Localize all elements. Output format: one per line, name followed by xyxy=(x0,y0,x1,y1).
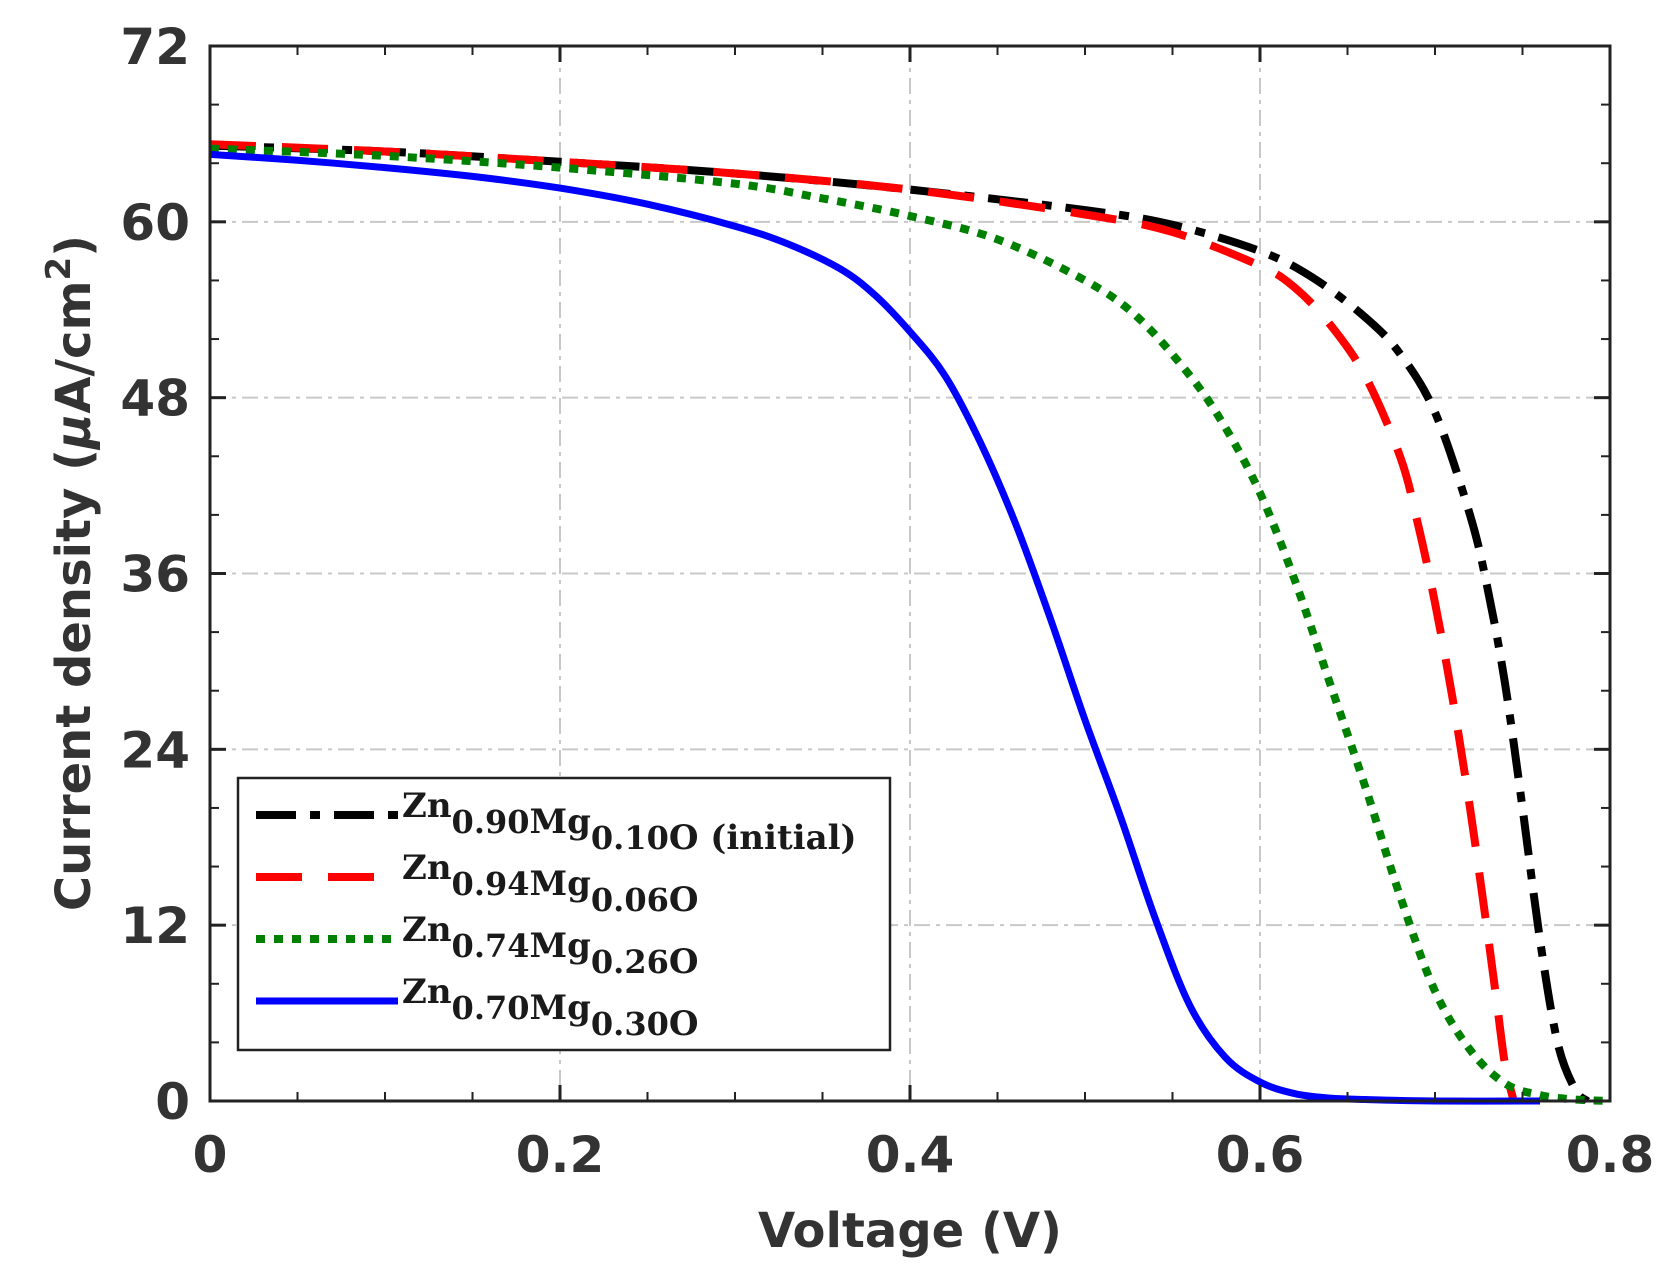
y-tick-label: 24 xyxy=(120,721,190,779)
x-tick-label: 0.2 xyxy=(516,1126,605,1184)
y-tick-labels: 0 12 24 36 48 60 72 xyxy=(120,18,190,1131)
series-line-0.74 xyxy=(209,144,1611,1105)
series-lines xyxy=(209,140,1611,1105)
x-tick-label: 0.4 xyxy=(866,1126,955,1184)
legend-label-0.90: Zn0.90Mg0.10O (initial) xyxy=(402,786,857,858)
x-axis-title: Voltage (V) xyxy=(758,1203,1062,1259)
series-line-0.70 xyxy=(209,150,1541,1105)
y-tick-label: 0 xyxy=(155,1073,190,1131)
legend-label-0.94: Zn0.94Mg0.06O xyxy=(402,848,698,920)
legend-label-0.70: Zn0.70Mg0.30O xyxy=(402,972,698,1044)
legend-box xyxy=(236,776,892,1052)
legend: Zn0.90Mg0.10O (initial)Zn0.94Mg0.06OZn0.… xyxy=(236,776,892,1052)
series-line-0.94 xyxy=(209,140,1518,1102)
legend-label-0.74: Zn0.74Mg0.26O xyxy=(402,910,698,982)
y-tick-label: 72 xyxy=(120,18,190,76)
axis-ticks xyxy=(208,44,1612,1103)
x-tick-label: 0.6 xyxy=(1216,1126,1305,1184)
y-tick-label: 48 xyxy=(120,370,190,428)
y-tick-label: 12 xyxy=(120,897,190,955)
x-tick-label: 0.8 xyxy=(1566,1126,1655,1184)
x-tick-labels: 0 0.2 0.4 0.6 0.8 xyxy=(193,1126,1655,1184)
y-axis-title: Current density (μA/cm2) xyxy=(39,235,102,911)
x-tick-label: 0 xyxy=(193,1126,228,1184)
y-tick-label: 60 xyxy=(120,194,190,252)
y-tick-label: 36 xyxy=(120,546,190,604)
